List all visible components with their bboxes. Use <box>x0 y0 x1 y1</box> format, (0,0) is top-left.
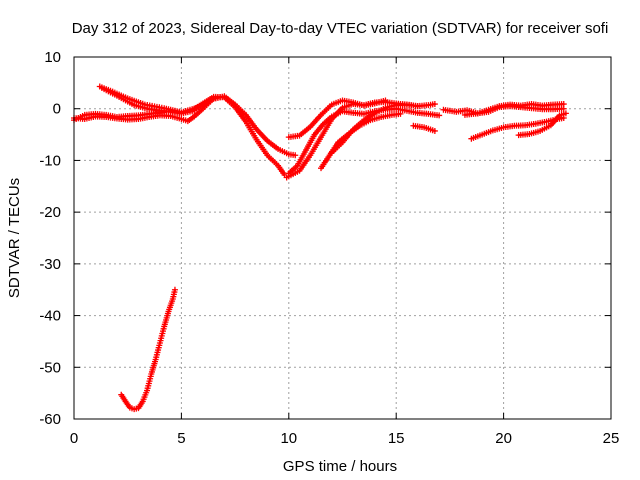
series-track-13 <box>468 115 567 142</box>
data-point <box>171 286 178 293</box>
y-axis-title: SDTVAR / TECUs <box>6 178 23 298</box>
data-point <box>191 107 198 114</box>
y-tick-label: 0 <box>53 101 61 118</box>
data-point <box>436 112 443 119</box>
data-series <box>71 83 569 413</box>
y-tick-label: -30 <box>39 256 61 273</box>
series-track-12 <box>461 103 567 118</box>
data-point <box>292 152 299 159</box>
y-tick-label: -50 <box>39 359 61 376</box>
series-track-15 <box>118 286 178 413</box>
data-point <box>431 101 438 108</box>
chart-title: Day 312 of 2023, Sidereal Day-to-day VTE… <box>72 20 609 37</box>
series-track-8 <box>328 101 421 156</box>
axis-ticks: 0 5 10 15 20 25 10 0 -10 -20 -30 -40 -50 -60 <box>39 49 619 447</box>
data-point <box>414 103 421 110</box>
series-track-14 <box>515 110 569 139</box>
series-track-10 <box>410 122 438 134</box>
x-tick-label: 15 <box>388 430 405 447</box>
series-track-5 <box>285 105 443 177</box>
y-tick-label: -40 <box>39 308 61 325</box>
y-tick-label: 10 <box>44 49 61 66</box>
data-point <box>397 110 404 117</box>
data-point <box>217 94 224 101</box>
x-tick-label: 25 <box>603 430 620 447</box>
data-point <box>562 110 569 117</box>
y-tick-label: -60 <box>39 411 61 428</box>
y-tick-label: -20 <box>39 204 61 221</box>
series-track-2 <box>71 93 288 178</box>
data-point <box>560 105 567 112</box>
x-axis-title: GPS time / hours <box>283 458 397 475</box>
plot-area-frame <box>73 56 612 420</box>
series-track-9 <box>285 97 389 141</box>
x-tick-label: 0 <box>70 430 78 447</box>
series-track-4 <box>98 85 198 117</box>
data-point <box>382 97 389 104</box>
x-tick-label: 10 <box>280 430 297 447</box>
data-point <box>431 127 438 134</box>
x-tick-label: 20 <box>495 430 512 447</box>
y-tick-label: -10 <box>39 152 61 169</box>
x-tick-label: 5 <box>177 430 185 447</box>
